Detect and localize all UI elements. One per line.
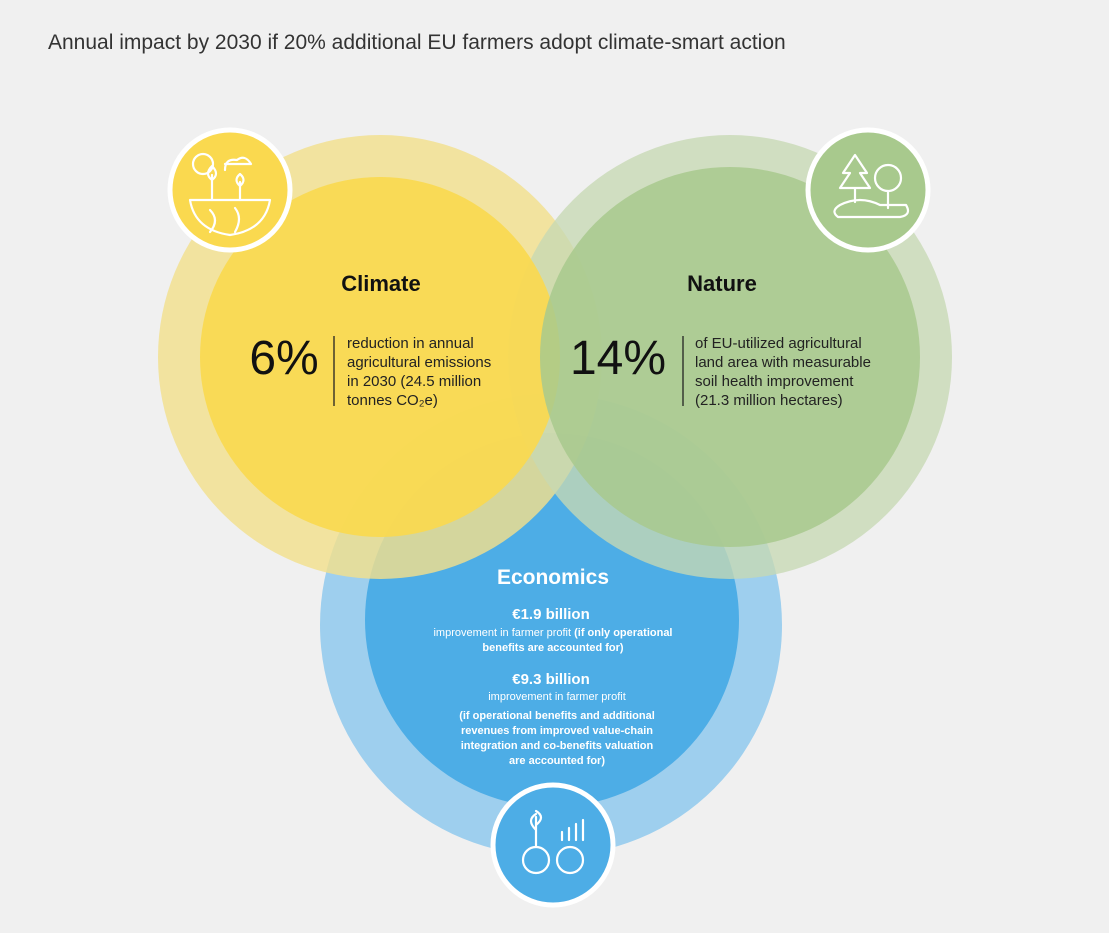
nature-icon bbox=[805, 127, 931, 253]
nature-figure: 14% bbox=[570, 332, 666, 385]
economics-text: improvement in farmer profit bbox=[433, 627, 571, 639]
climate-text: agricultural emissions bbox=[347, 354, 491, 371]
nature-text: land area with measurable bbox=[695, 354, 871, 371]
economics-qualifier: are accounted for) bbox=[509, 755, 605, 767]
climate-inner bbox=[200, 177, 560, 537]
climate-text: tonnes CO₂e) bbox=[347, 392, 438, 409]
nature-text: (21.3 million hectares) bbox=[695, 392, 843, 409]
climate-figure: 6% bbox=[249, 332, 318, 385]
economics-qualifier: integration and co-benefits valuation bbox=[461, 740, 654, 752]
economics-qualifier: revenues from improved value-chain bbox=[461, 725, 653, 737]
economics-figure: €1.9 billion bbox=[512, 606, 590, 623]
economics-icon bbox=[490, 782, 616, 908]
economics-text: improvement in farmer profit (if only op… bbox=[433, 627, 672, 639]
economics-qualifier: (if only operational bbox=[574, 627, 672, 639]
nature-inner bbox=[540, 167, 920, 547]
climate-icon bbox=[167, 127, 293, 253]
climate-text: in 2030 (24.5 million bbox=[347, 373, 481, 390]
economics-qualifier: (if operational benefits and additional bbox=[459, 710, 655, 722]
nature-text: of EU-utilized agricultural bbox=[695, 335, 862, 352]
climate-text: reduction in annual bbox=[347, 335, 474, 352]
climate-label: Climate bbox=[341, 271, 420, 296]
economics-figure: €9.3 billion bbox=[512, 671, 590, 688]
economics-qualifier: benefits are accounted for) bbox=[482, 642, 624, 654]
venn bbox=[158, 135, 952, 856]
economics-label: Economics bbox=[497, 566, 609, 589]
economics-text: improvement in farmer profit bbox=[488, 691, 626, 703]
nature-label: Nature bbox=[687, 271, 757, 296]
nature-text: soil health improvement bbox=[695, 373, 854, 390]
title: Annual impact by 2030 if 20% additional … bbox=[48, 31, 786, 54]
